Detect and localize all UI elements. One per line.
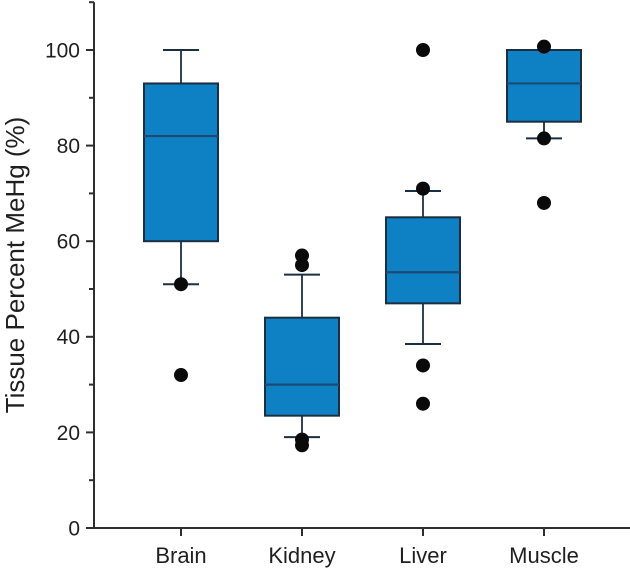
box-kidney bbox=[264, 316, 340, 417]
data-dot-muscle bbox=[537, 131, 551, 146]
data-dot-liver bbox=[416, 358, 430, 373]
data-dot-kidney bbox=[295, 258, 309, 273]
box-brain bbox=[143, 82, 219, 243]
x-category-label-muscle: Muscle bbox=[509, 543, 579, 568]
data-dot-muscle bbox=[537, 39, 551, 54]
y-tick-label: 0 bbox=[68, 517, 80, 540]
box-liver bbox=[385, 216, 461, 305]
x-category-label-liver: Liver bbox=[399, 543, 447, 568]
y-tick-label: 80 bbox=[57, 135, 80, 158]
data-dot-liver bbox=[416, 396, 430, 411]
data-dot-kidney bbox=[295, 438, 309, 453]
data-dot-brain bbox=[174, 277, 188, 292]
x-category-label-brain: Brain bbox=[155, 543, 206, 568]
data-dot-liver bbox=[416, 43, 430, 57]
data-dot-liver bbox=[416, 181, 430, 196]
y-tick-label: 40 bbox=[57, 326, 80, 349]
data-dot-brain bbox=[174, 368, 188, 383]
y-axis-title: Tissue Percent MeHg (%) bbox=[0, 117, 30, 414]
y-tick-label: 20 bbox=[57, 422, 80, 445]
y-tick-label: 100 bbox=[45, 39, 80, 62]
box-muscle bbox=[506, 49, 582, 123]
x-category-label-kidney: Kidney bbox=[268, 543, 335, 568]
y-tick-label: 60 bbox=[57, 231, 80, 254]
data-dot-muscle bbox=[537, 195, 551, 210]
